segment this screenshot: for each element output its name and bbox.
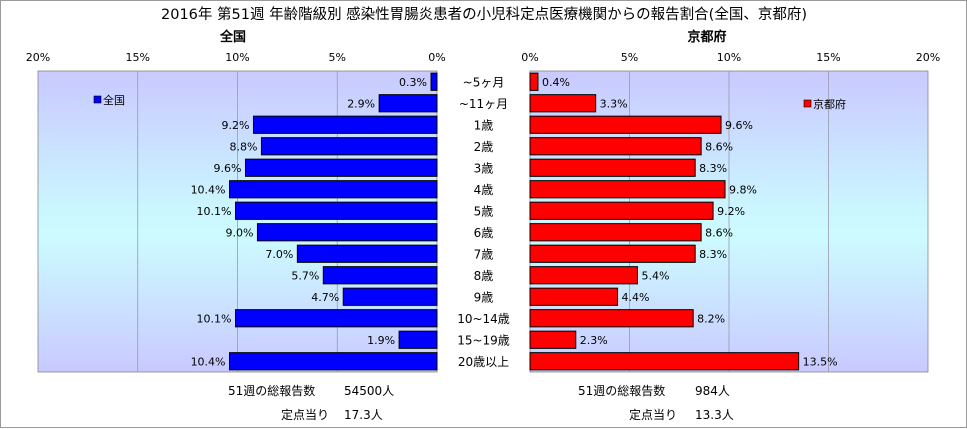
bar-national	[229, 352, 438, 371]
data-label-national: 10.4%	[191, 183, 226, 196]
bar-kyoto	[529, 94, 597, 113]
data-label-kyoto: 2.3%	[580, 334, 608, 347]
right-axis-tick-label: 15%	[816, 51, 840, 64]
bar-kyoto	[529, 201, 714, 220]
category-label: 8歳	[474, 269, 494, 283]
data-label-kyoto: 5.4%	[641, 269, 669, 282]
bar-national	[252, 115, 438, 134]
left-summary-total-label: 51週の総報告数	[228, 383, 315, 398]
category-label: 15~19歳	[457, 333, 510, 347]
data-label-national: 10.4%	[191, 355, 226, 368]
bar-kyoto	[529, 266, 638, 285]
data-label-kyoto: 9.6%	[725, 119, 753, 132]
left-axis-tick-label: 15%	[126, 51, 150, 64]
data-label-national: 5.7%	[291, 269, 319, 282]
legend-swatch-kyoto	[803, 99, 812, 108]
right-summary-per-label: 定点当り	[629, 407, 677, 422]
data-label-kyoto: 9.8%	[729, 183, 757, 196]
bar-kyoto	[529, 287, 619, 306]
left-axis-tick-label: 0%	[428, 51, 445, 64]
category-label: 4歳	[474, 183, 494, 197]
data-label-kyoto: 9.2%	[717, 205, 745, 218]
left-summary-per-label: 定点当り	[281, 407, 329, 422]
data-label-kyoto: 8.3%	[699, 248, 727, 261]
data-label-national: 10.1%	[197, 312, 232, 325]
legend-label-national: 全国	[103, 93, 125, 107]
data-label-kyoto: 8.6%	[705, 140, 733, 153]
bar-kyoto	[529, 72, 539, 91]
bar-national	[260, 137, 438, 156]
bar-national	[256, 223, 438, 242]
right-summary-total-value: 984人	[695, 384, 730, 398]
right-axis-tick-label: 20%	[916, 51, 940, 64]
data-label-national: 9.0%	[225, 226, 253, 239]
bar-national	[296, 244, 438, 263]
bar-national	[244, 158, 438, 177]
data-label-national: 10.1%	[197, 205, 232, 218]
bar-national	[235, 309, 438, 328]
bar-national	[229, 180, 438, 199]
bar-national	[322, 266, 438, 285]
data-label-kyoto: 3.3%	[600, 97, 628, 110]
bar-kyoto	[529, 309, 694, 328]
category-label: 20歳以上	[458, 355, 509, 369]
data-label-national: 4.7%	[311, 291, 339, 304]
bar-kyoto	[529, 352, 800, 371]
bar-kyoto	[529, 244, 696, 263]
data-label-national: 8.8%	[229, 140, 257, 153]
bar-kyoto	[529, 158, 696, 177]
right-panel-header: 京都府	[687, 29, 726, 45]
category-label: ~11ヶ月	[459, 97, 508, 111]
category-label: 10~14歳	[457, 312, 510, 326]
category-label: 6歳	[474, 226, 494, 240]
right-summary-total-label: 51週の総報告数	[578, 383, 665, 398]
bar-kyoto	[529, 330, 577, 349]
data-label-kyoto: 8.2%	[697, 312, 725, 325]
data-label-national: 0.3%	[399, 76, 427, 89]
left-axis-tick-label: 5%	[329, 51, 346, 64]
bar-kyoto	[529, 223, 702, 242]
legend-label-kyoto: 京都府	[813, 97, 846, 111]
category-label: 5歳	[474, 204, 494, 218]
left-summary-per-value: 17.3人	[344, 408, 383, 422]
bar-national	[235, 201, 438, 220]
bar-national	[430, 72, 438, 91]
data-label-national: 2.9%	[347, 97, 375, 110]
bar-national	[378, 94, 438, 113]
bar-national	[398, 330, 438, 349]
right-axis-tick-label: 5%	[621, 51, 638, 64]
bar-kyoto	[529, 115, 722, 134]
bar-kyoto	[529, 137, 702, 156]
category-label: 7歳	[474, 247, 494, 261]
right-summary-per-value: 13.3人	[695, 408, 734, 422]
right-axis-tick-label: 0%	[521, 51, 538, 64]
data-label-kyoto: 0.4%	[542, 76, 570, 89]
right-axis-tick-label: 10%	[717, 51, 741, 64]
left-axis-tick-label: 10%	[225, 51, 249, 64]
left-panel-header: 全国	[219, 29, 246, 45]
left-summary-total-value: 54500人	[344, 384, 394, 398]
chart-title: 2016年 第51週 年齢階級別 感染性胃腸炎患者の小児科定点医療機関からの報告…	[161, 5, 807, 23]
category-label: 2歳	[474, 140, 494, 154]
bar-national	[342, 287, 438, 306]
category-label: 3歳	[474, 161, 494, 175]
data-label-kyoto: 13.5%	[803, 355, 838, 368]
category-label: 1歳	[474, 118, 494, 132]
data-label-kyoto: 8.6%	[705, 226, 733, 239]
data-label-national: 7.0%	[265, 248, 293, 261]
legend-swatch-national	[93, 95, 102, 104]
data-label-kyoto: 4.4%	[622, 291, 650, 304]
category-label: ~5ヶ月	[463, 75, 505, 89]
category-label: 9歳	[474, 290, 494, 304]
data-label-national: 9.2%	[222, 119, 250, 132]
data-label-kyoto: 8.3%	[699, 162, 727, 175]
data-label-national: 1.9%	[367, 334, 395, 347]
left-axis-tick-label: 20%	[26, 51, 50, 64]
bar-kyoto	[529, 180, 726, 199]
data-label-national: 9.6%	[214, 162, 242, 175]
